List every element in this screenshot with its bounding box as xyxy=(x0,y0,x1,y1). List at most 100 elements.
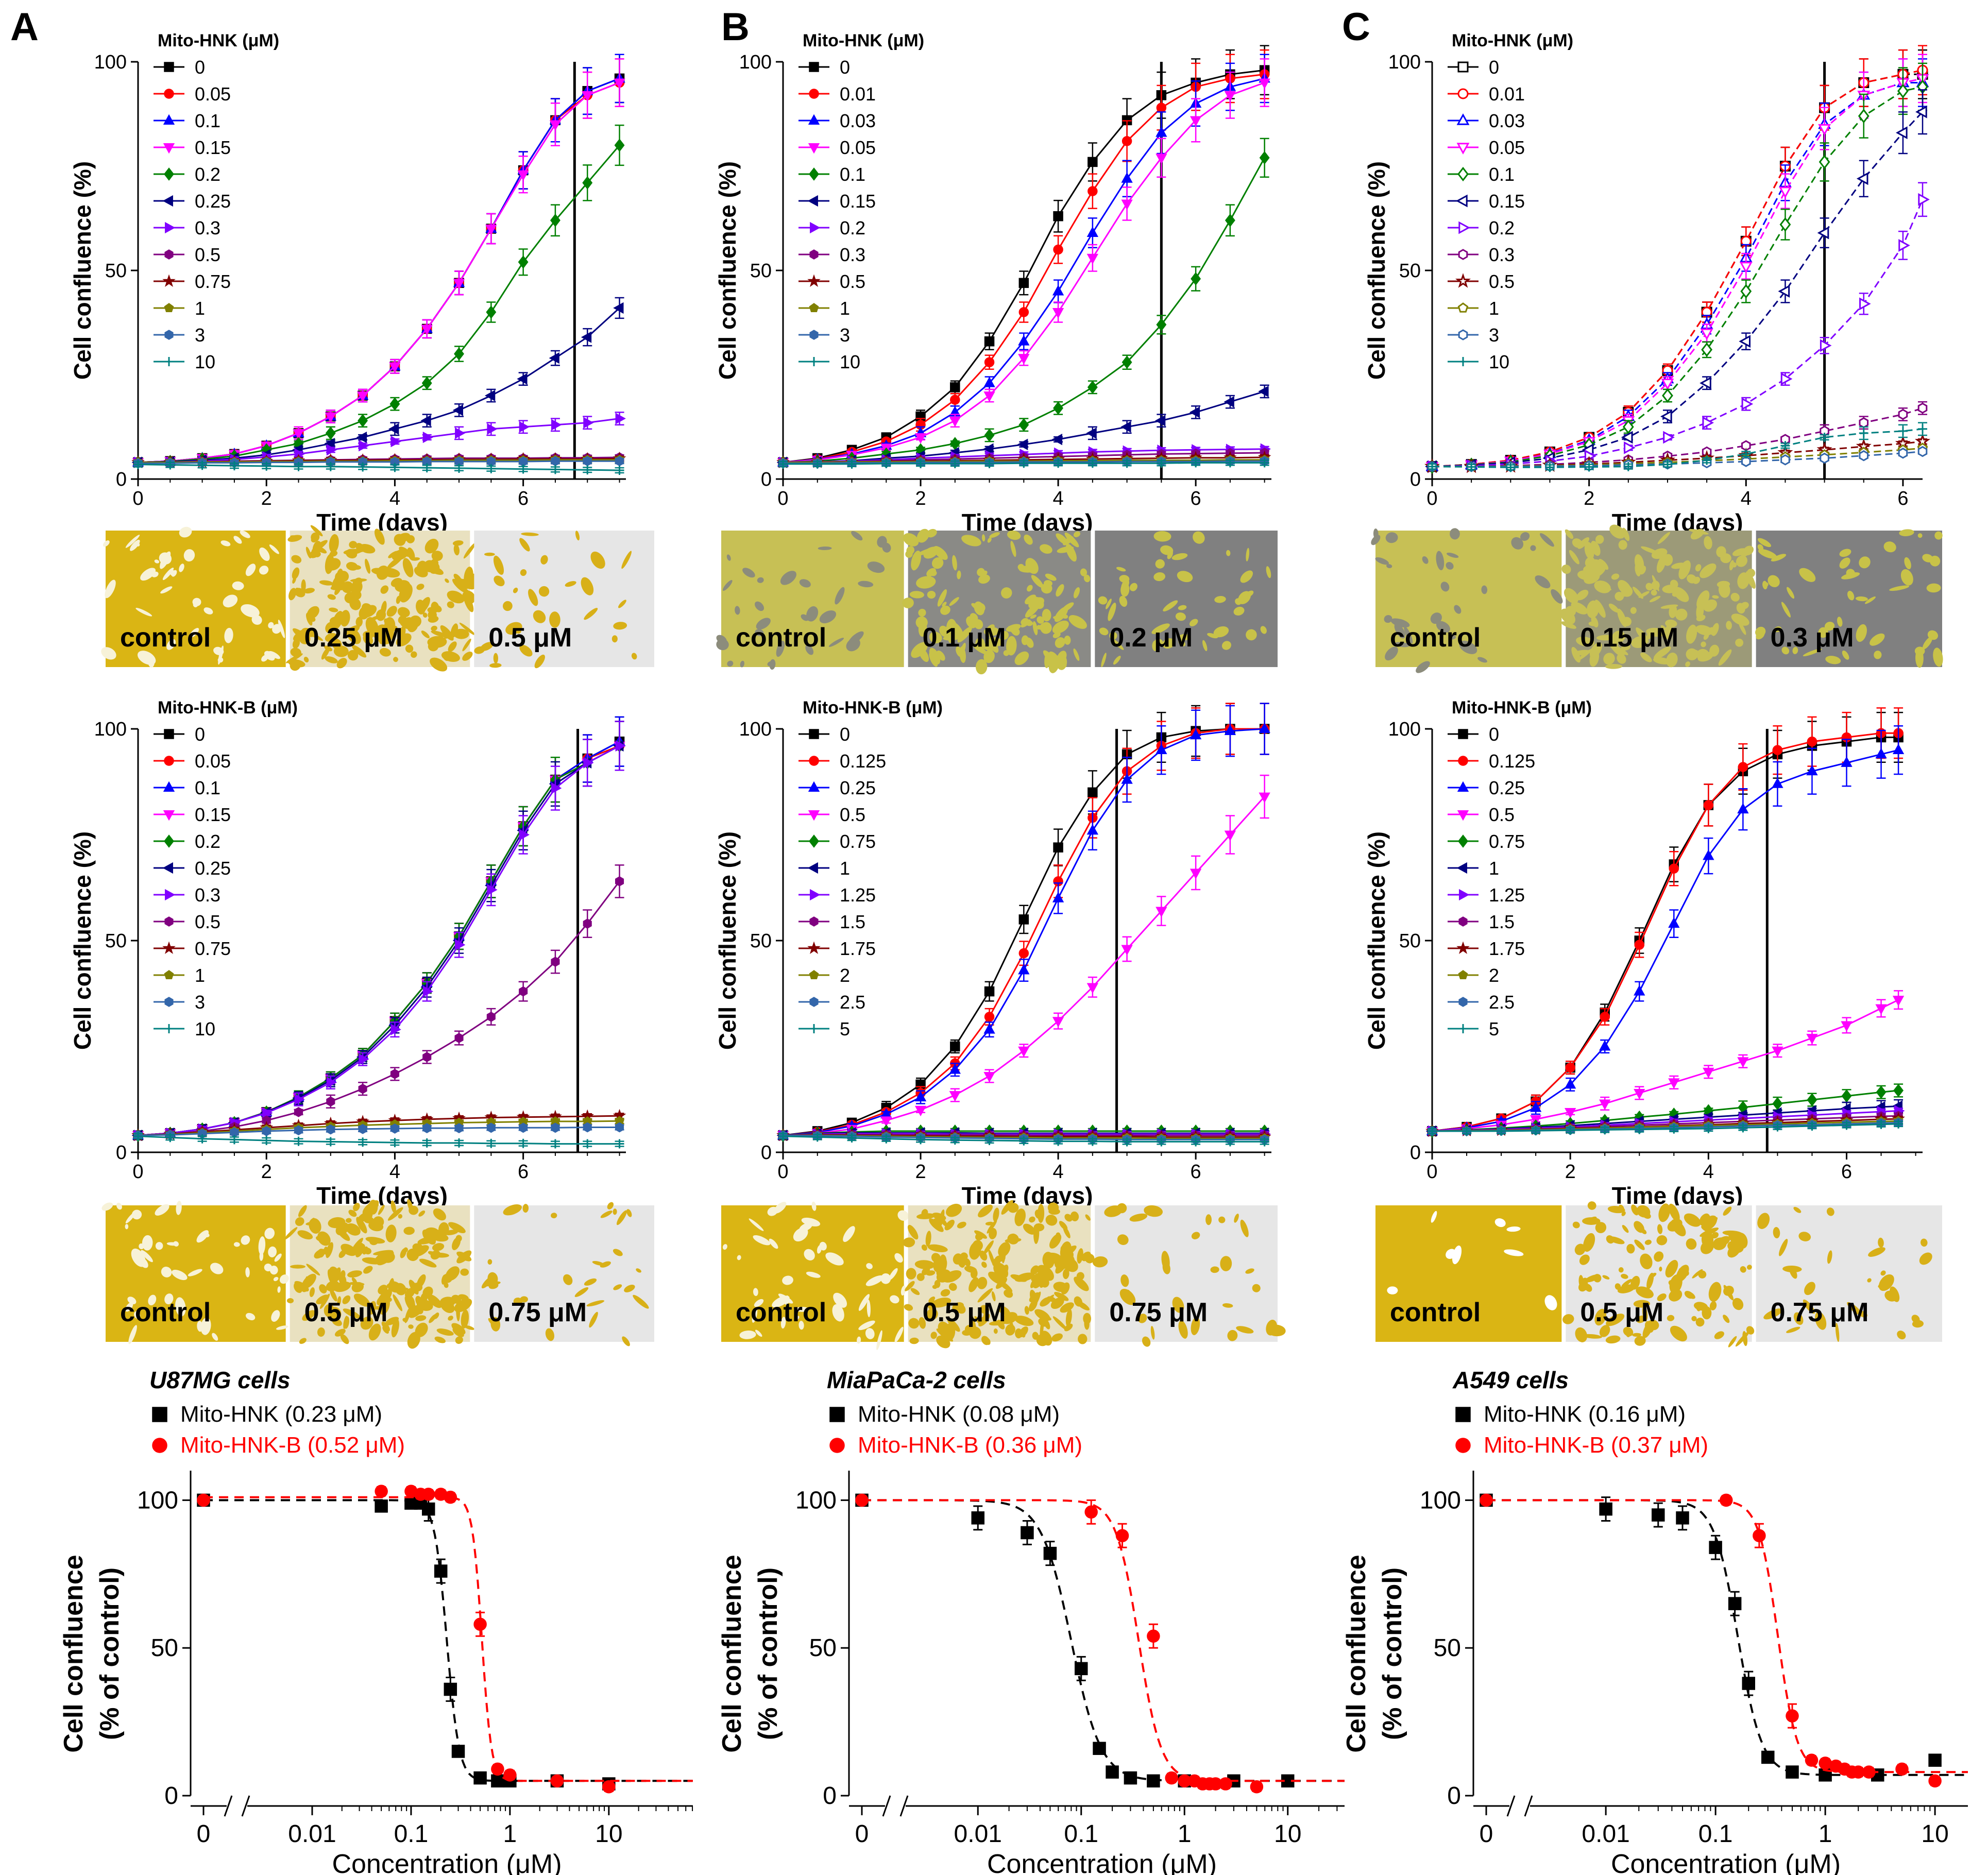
data-point xyxy=(1676,1511,1689,1525)
data-point xyxy=(550,465,560,474)
data-point xyxy=(615,876,624,887)
x-tick-label: 6 xyxy=(1191,488,1201,509)
legend-marker xyxy=(808,810,820,821)
data-point xyxy=(1018,1046,1030,1058)
data-point xyxy=(1841,1089,1852,1103)
data-point xyxy=(1259,78,1270,89)
data-point xyxy=(1124,1771,1137,1785)
data-point xyxy=(487,884,498,896)
x-tick-label: 0 xyxy=(855,1820,869,1848)
legend-entry: 1.75 xyxy=(1489,938,1525,959)
legend-title: Mito-HNK (μM) xyxy=(158,31,279,50)
data-point xyxy=(615,740,626,752)
data-point xyxy=(1043,1546,1057,1560)
data-point xyxy=(551,957,560,967)
data-point xyxy=(294,1136,303,1146)
data-point xyxy=(1702,416,1714,430)
x-tick-label: 4 xyxy=(389,1161,400,1183)
data-point xyxy=(1928,1774,1942,1788)
data-point xyxy=(326,462,335,471)
data-point xyxy=(294,1125,303,1136)
data-point xyxy=(390,435,401,448)
data-point xyxy=(444,1490,457,1504)
cell-blob xyxy=(460,1268,469,1276)
data-point xyxy=(356,431,367,444)
data-point xyxy=(1859,297,1871,311)
data-point xyxy=(1018,354,1030,365)
data-point xyxy=(197,1493,210,1507)
data-point xyxy=(485,225,497,235)
x-tick-label: 0.01 xyxy=(1582,1820,1629,1848)
data-point xyxy=(262,461,271,471)
legend-marker xyxy=(164,997,174,1007)
data-point xyxy=(473,1771,487,1785)
data-point xyxy=(518,255,529,269)
legend-marker xyxy=(164,970,174,980)
data-point xyxy=(1053,244,1063,255)
legend-entry: 0.5 xyxy=(1489,804,1515,825)
x-tick-label: 2 xyxy=(1584,488,1594,509)
y-tick-label: 50 xyxy=(809,1634,837,1662)
legend-marker xyxy=(809,357,819,366)
data-point xyxy=(473,1617,487,1631)
data-point xyxy=(613,302,624,314)
x-tick-label: 2 xyxy=(261,1161,272,1183)
series-0.05 xyxy=(777,58,1270,469)
data-point xyxy=(1807,1093,1817,1107)
data-point xyxy=(949,1091,961,1102)
data-point xyxy=(133,459,143,469)
series-line xyxy=(138,1120,620,1136)
x-tick-label: 0 xyxy=(777,1161,788,1183)
data-point xyxy=(1052,1017,1064,1028)
thumbnail-label: 0.2 μM xyxy=(1109,623,1193,653)
data-point xyxy=(326,1124,335,1135)
series-line xyxy=(138,1127,620,1136)
legend-entry: 3 xyxy=(195,992,205,1013)
legend-entry: 0.25 xyxy=(195,858,231,879)
thumbnail-label: 0.75 μM xyxy=(1109,1298,1208,1327)
y-tick-label: 100 xyxy=(94,719,127,740)
legend-entry: 0.75 xyxy=(195,271,231,292)
series-Mito-HNK (0.08 μM) xyxy=(855,1493,1345,1788)
legend-entry: 0.25 xyxy=(840,777,876,798)
legend-marker xyxy=(1455,1407,1471,1422)
data-point xyxy=(1467,462,1476,472)
data-point xyxy=(984,1012,995,1022)
chart-title: MiaPaCa-2 cells xyxy=(827,1367,1006,1393)
data-point xyxy=(1917,446,1928,457)
data-point xyxy=(1780,454,1790,466)
legend-marker xyxy=(809,167,819,181)
legend-entry: 1 xyxy=(195,298,205,319)
data-point xyxy=(421,1488,435,1501)
data-point xyxy=(1259,722,1270,733)
series-0.5 xyxy=(133,864,624,1140)
micrograph-thumbnail: 0.25 μM xyxy=(286,525,478,672)
x-tick-label: 0 xyxy=(777,488,788,509)
legend-marker xyxy=(809,330,819,340)
y-tick-label: 50 xyxy=(750,930,772,952)
y-tick-label: 100 xyxy=(1388,719,1421,740)
legend-entry: 0.15 xyxy=(1489,191,1525,212)
micrograph-thumbnail: control xyxy=(101,526,286,668)
data-point xyxy=(1147,1774,1160,1788)
fit-curve xyxy=(1486,1499,1968,1776)
data-point xyxy=(1662,388,1673,403)
y-tick-label: 0 xyxy=(1410,469,1421,490)
thumbnail-label: 0.3 μM xyxy=(1771,623,1854,653)
data-point xyxy=(1918,424,1927,434)
legend-entry: 2 xyxy=(840,965,850,986)
fit-curve xyxy=(1486,1499,1968,1774)
data-point xyxy=(1225,213,1235,227)
legend-marker xyxy=(164,357,174,366)
legend-marker xyxy=(809,916,819,927)
data-point xyxy=(1191,272,1201,286)
legend-marker xyxy=(163,114,175,125)
data-point xyxy=(914,1105,927,1117)
series-line xyxy=(138,459,620,464)
data-point xyxy=(1260,458,1269,468)
legend-entry: 0.5 xyxy=(1489,271,1515,292)
legend-marker xyxy=(809,89,819,99)
legend-marker xyxy=(810,221,821,234)
data-point xyxy=(1224,830,1236,841)
data-point xyxy=(422,463,432,473)
